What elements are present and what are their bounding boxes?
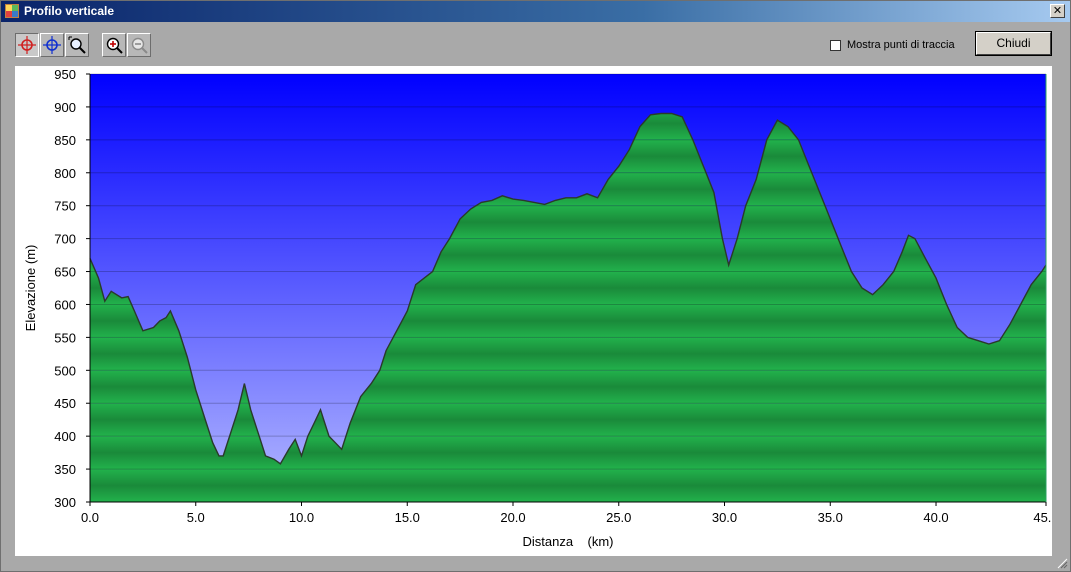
title-bar[interactable]: Profilo verticale ✕ (1, 1, 1070, 22)
y-tick-label: 800 (54, 166, 76, 181)
zoom-window-tool-button[interactable] (65, 33, 89, 57)
x-tick-label: 10.0 (289, 510, 314, 525)
zoom-in-tool-button[interactable] (102, 33, 126, 57)
elevation-profile-line (89, 112, 1047, 465)
y-tick-label: 850 (54, 133, 76, 148)
y-tick-label: 700 (54, 232, 76, 247)
x-tick-label: 40.0 (923, 510, 948, 525)
y-tick-label: 300 (54, 495, 76, 510)
y-tick-label: 600 (54, 297, 76, 312)
y-tick-label: 750 (54, 199, 76, 214)
elevation-band (90, 469, 1046, 502)
x-tick-label: 0.0 (81, 510, 99, 525)
y-tick-label: 500 (54, 363, 76, 378)
app-icon (5, 4, 19, 18)
x-tick-label: 35.0 (818, 510, 843, 525)
toolbar: Mostra punti di traccia Chiudi (1, 22, 1070, 66)
y-tick-label: 450 (54, 396, 76, 411)
crosshair-blue-tool-button[interactable] (40, 33, 64, 57)
window-title: Profilo verticale (24, 4, 115, 18)
y-tick-label: 650 (54, 265, 76, 280)
zoom-out-tool-button[interactable] (127, 33, 151, 57)
elevation-band (90, 403, 1046, 437)
zoom-out-icon (131, 37, 148, 54)
crosshair-red-tool-button[interactable] (15, 33, 39, 57)
elevation-chart-panel: 300 350 400 450 500 550 600 650 700 750 800 850 900 9… (15, 66, 1052, 556)
elevation-band (90, 436, 1046, 470)
y-tick-label: 350 (54, 462, 76, 477)
y-axis-title: Elevazione (m) (23, 245, 38, 332)
y-tick-label: 550 (54, 330, 76, 345)
show-track-points-label[interactable]: Mostra punti di traccia (847, 39, 955, 51)
resize-grip-icon[interactable] (1056, 557, 1068, 569)
x-tick-label: 15.0 (395, 510, 420, 525)
x-tick-label: 5.0 (187, 510, 205, 525)
close-button[interactable]: Chiudi (975, 31, 1052, 56)
y-tick-label: 950 (54, 67, 76, 82)
crosshair-red-icon (18, 36, 36, 54)
show-track-points-checkbox[interactable] (830, 40, 841, 51)
x-tick-label: 20.0 (500, 510, 525, 525)
crosshair-blue-icon (43, 36, 61, 54)
close-icon: ✕ (1052, 5, 1063, 17)
x-tick-label: 25.0 (606, 510, 631, 525)
zoom-in-icon (106, 37, 123, 54)
window-close-button[interactable]: ✕ (1050, 4, 1065, 18)
zoom-window-icon (68, 36, 86, 54)
x-tick-label: 45.2 (1033, 510, 1052, 525)
x-tick-label: 30.0 (712, 510, 737, 525)
elevation-profile-chart[interactable]: 300 350 400 450 500 550 600 650 700 750 800 850 900 9… (15, 66, 1052, 556)
y-tick-label: 900 (54, 100, 76, 115)
y-tick-label: 400 (54, 429, 76, 444)
x-axis-title: Distanza (km) (522, 534, 613, 549)
